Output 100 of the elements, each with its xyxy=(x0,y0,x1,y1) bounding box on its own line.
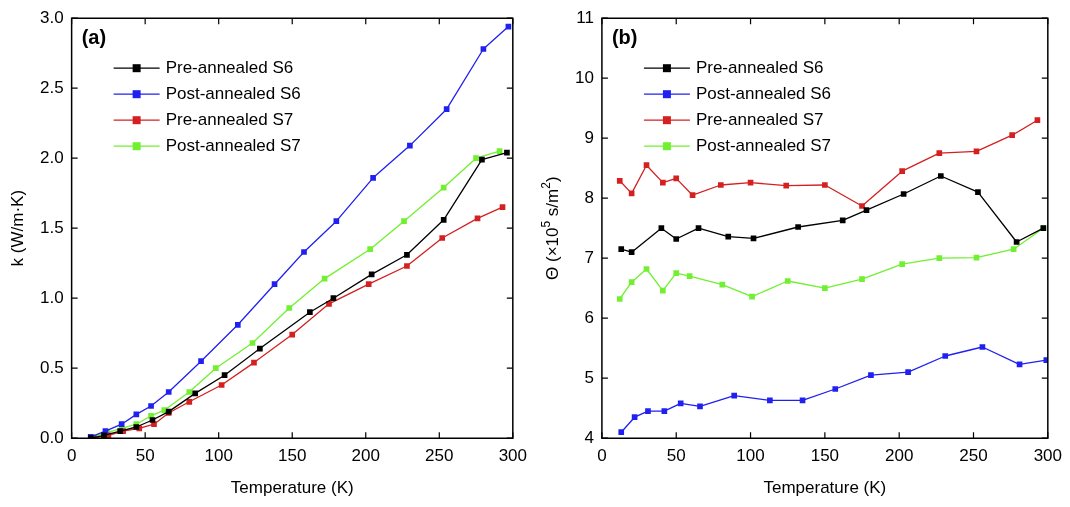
point xyxy=(900,191,907,197)
point xyxy=(504,149,510,156)
point xyxy=(899,168,905,175)
x-tick-label: 150 xyxy=(278,446,307,466)
y-tick-label: 1.5 xyxy=(39,217,64,237)
legend-label: Post-annealed S7 xyxy=(165,135,301,155)
y-tick-label: 3.0 xyxy=(39,7,64,27)
point xyxy=(628,249,635,256)
y-tick-label: 0.5 xyxy=(39,357,64,377)
point xyxy=(118,421,125,428)
x-tick-label: 150 xyxy=(810,446,840,466)
point xyxy=(271,281,278,288)
point xyxy=(404,251,410,258)
point xyxy=(643,266,650,272)
point xyxy=(1009,132,1015,139)
y-tick-label: 2.5 xyxy=(39,77,64,97)
point xyxy=(658,225,665,232)
annotation: (a) xyxy=(81,25,107,48)
x-tick-label: 200 xyxy=(351,446,380,466)
y-tick-label: 2.0 xyxy=(39,147,64,167)
point xyxy=(859,276,865,283)
point xyxy=(289,331,296,338)
annotation: (b) xyxy=(611,25,638,48)
point xyxy=(286,305,293,311)
point xyxy=(975,189,981,196)
point xyxy=(499,204,506,211)
legend-label: Pre-annealed S7 xyxy=(165,109,294,129)
point xyxy=(165,389,172,395)
x-tick-label: 300 xyxy=(1033,446,1063,466)
point xyxy=(660,179,666,186)
point xyxy=(249,340,256,346)
point xyxy=(689,192,696,199)
point xyxy=(673,236,680,242)
point xyxy=(401,218,407,225)
point xyxy=(643,162,650,169)
point xyxy=(443,106,450,113)
point xyxy=(618,429,625,436)
point xyxy=(370,174,376,181)
point xyxy=(868,372,874,379)
point xyxy=(473,155,479,162)
y-tick-label: 0.0 xyxy=(39,427,64,447)
point xyxy=(186,389,193,395)
x-tick-label: 300 xyxy=(498,446,528,466)
point xyxy=(859,203,865,209)
point xyxy=(695,225,702,232)
point xyxy=(198,358,204,365)
point xyxy=(367,246,373,253)
point xyxy=(333,218,340,225)
x-tick-label: 100 xyxy=(736,446,765,466)
y-tick-label: 6 xyxy=(584,307,594,327)
point xyxy=(148,403,154,409)
point xyxy=(439,235,446,241)
point xyxy=(616,296,623,302)
x-tick-label: 0 xyxy=(66,446,77,466)
x-tick-label: 250 xyxy=(959,446,988,466)
legend-label: Post-annealed S6 xyxy=(695,83,832,103)
point xyxy=(936,255,943,262)
point xyxy=(783,182,790,189)
y-tick-label: 7 xyxy=(584,247,594,267)
point xyxy=(301,249,307,255)
legend-label: Post-annealed S6 xyxy=(165,83,301,103)
legend-label: Pre-annealed S7 xyxy=(695,109,824,129)
point xyxy=(218,382,225,388)
point xyxy=(645,408,651,415)
point xyxy=(628,279,635,286)
y-tick-label: 10 xyxy=(574,67,594,87)
point xyxy=(618,246,625,253)
y-tick-label: 8 xyxy=(584,187,594,207)
point xyxy=(330,295,337,302)
point xyxy=(221,372,228,379)
point xyxy=(631,414,638,421)
y-tick-label: 11 xyxy=(576,7,594,27)
x-tick-label: 250 xyxy=(425,446,454,466)
x-tick-label: 50 xyxy=(666,446,686,466)
point xyxy=(767,397,773,404)
point xyxy=(616,177,623,184)
y-tick-label: 5 xyxy=(584,367,594,387)
point xyxy=(822,285,828,292)
point xyxy=(936,150,943,157)
point xyxy=(480,46,487,52)
point xyxy=(832,386,839,392)
point xyxy=(496,148,503,155)
point xyxy=(784,278,791,284)
x-axis-title: Temperature (K) xyxy=(230,478,354,498)
y-tick-label: 9 xyxy=(584,127,594,147)
point xyxy=(717,182,724,188)
point xyxy=(326,300,332,307)
point xyxy=(795,224,801,230)
point xyxy=(719,281,726,288)
point xyxy=(192,390,198,397)
point xyxy=(440,184,447,191)
point xyxy=(942,353,949,359)
point xyxy=(440,216,447,223)
point xyxy=(212,365,219,372)
point xyxy=(863,207,870,214)
point xyxy=(479,156,485,163)
point xyxy=(979,344,986,350)
point xyxy=(660,287,666,294)
y-tick-label: 4 xyxy=(584,427,594,447)
x-tick-label: 200 xyxy=(884,446,914,466)
